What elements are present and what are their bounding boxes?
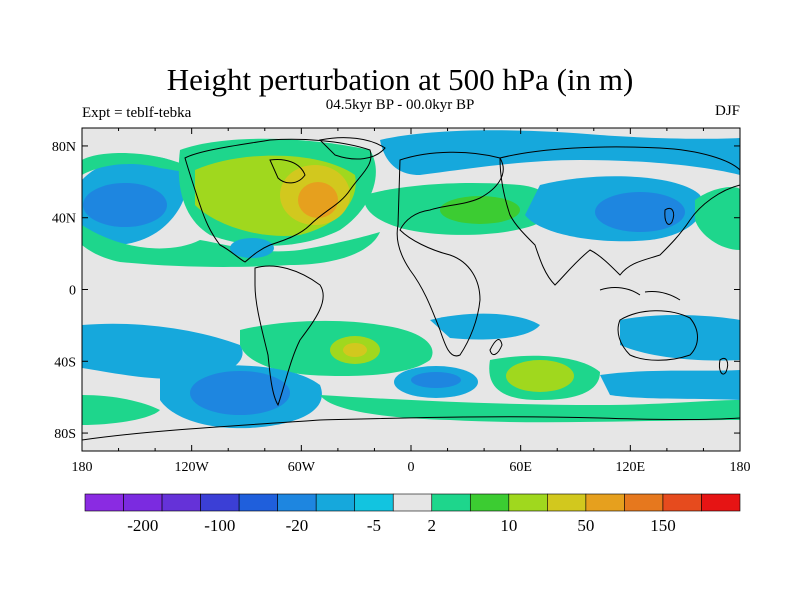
colorbar-label: 10 xyxy=(500,516,517,535)
colorbar-swatch xyxy=(161,493,201,512)
colorbar-swatch xyxy=(547,493,587,512)
colorbar-swatch xyxy=(277,493,317,512)
coastline-greenland xyxy=(318,137,386,160)
contour-olive-satlantic xyxy=(343,343,367,357)
lon-tick-label: 180 xyxy=(730,460,751,475)
coastline-madagascar xyxy=(489,339,503,356)
colorbar-label: -5 xyxy=(367,516,381,535)
contour-darkblue-japan xyxy=(595,192,685,232)
contour-midgreen-europe xyxy=(440,196,520,224)
contour-green-southern-ocean xyxy=(320,395,740,423)
colorbar-label: 50 xyxy=(577,516,594,535)
colorbar-label: -100 xyxy=(204,516,235,535)
lon-ticks: 180 120W 60W 0 60E 120E 180 xyxy=(72,128,751,475)
chart-subtitle: 04.5kyr BP - 00.0kyr BP xyxy=(325,97,475,113)
colorbar-swatch xyxy=(624,493,664,512)
coastline-europe-africa xyxy=(396,151,504,357)
colorbar-swatch xyxy=(354,493,394,512)
lon-tick-label: 120W xyxy=(175,460,210,475)
chart-title: Height perturbation at 500 hPa (in m) xyxy=(166,62,634,97)
colorbar-swatch xyxy=(585,493,625,512)
coastline-hudson-bay xyxy=(269,159,306,184)
contour-green-spacific-west xyxy=(82,395,160,425)
contour-darkblue-southamerica xyxy=(190,371,290,415)
lat-tick-label: 40S xyxy=(54,355,76,370)
lon-tick-label: 120E xyxy=(616,460,646,475)
colorbar-swatch xyxy=(508,493,548,512)
coastline-australia xyxy=(617,310,698,361)
contour-blue-arctic-eurasia xyxy=(380,130,740,175)
experiment-label: Expt = teblf-tebka xyxy=(82,105,192,121)
coastline-north-america xyxy=(184,138,372,263)
lat-tick-label: 0 xyxy=(69,284,76,299)
contour-darkblue-npacific xyxy=(83,183,167,227)
colorbar-swatch xyxy=(84,493,124,512)
coastline-antarctica xyxy=(82,416,740,441)
colorbar-swatch xyxy=(315,493,356,512)
coastline-indonesia xyxy=(599,287,681,301)
season-label: DJF xyxy=(714,103,740,119)
contour-blue-australia xyxy=(620,315,740,361)
colorbar-label: 2 xyxy=(428,516,437,535)
colorbar-label: -200 xyxy=(127,516,158,535)
contour-orange-namerica xyxy=(298,182,338,218)
coastline-new-zealand xyxy=(719,357,729,375)
colorbar-label: -20 xyxy=(286,516,309,535)
colorbar-swatch xyxy=(431,493,471,512)
contour-blue-sindian xyxy=(430,313,540,340)
lat-tick-label: 80N xyxy=(52,140,76,155)
colorbar-swatch xyxy=(200,493,240,512)
colorbar-swatch xyxy=(469,493,510,512)
colorbar-swatch xyxy=(238,493,278,512)
contour-green-arctic-pacific xyxy=(82,153,186,175)
colorbar: -200 -100 -20 -5 2 10 50 150 xyxy=(84,493,741,535)
coastline-south-america xyxy=(254,265,324,407)
lat-tick-label: 80S xyxy=(54,427,76,442)
lat-ticks: 80N 40N 0 40S 80S xyxy=(52,140,740,442)
contour-blue-spacific xyxy=(82,323,243,379)
colorbar-swatch xyxy=(392,493,433,512)
contour-fields xyxy=(82,130,740,429)
lat-tick-label: 40N xyxy=(52,212,76,227)
lon-tick-label: 180 xyxy=(72,460,93,475)
colorbar-label: 150 xyxy=(650,516,676,535)
coastlines xyxy=(82,137,740,441)
colorbar-swatch xyxy=(662,493,702,512)
lon-tick-label: 60W xyxy=(288,460,316,475)
colorbar-swatch xyxy=(701,493,741,512)
coastline-japan xyxy=(664,207,675,225)
coastline-asia xyxy=(499,146,740,286)
lon-tick-label: 0 xyxy=(408,460,415,475)
contour-yellowgreen-indian xyxy=(506,360,574,392)
lon-tick-label: 60E xyxy=(509,460,532,475)
contour-blue-caribbean xyxy=(230,238,274,258)
colorbar-swatch xyxy=(123,493,163,512)
contour-green-nlat-band xyxy=(82,225,380,267)
contour-blue-spacific-east xyxy=(600,370,740,400)
contour-darkblue-satlantic-east xyxy=(411,372,461,388)
